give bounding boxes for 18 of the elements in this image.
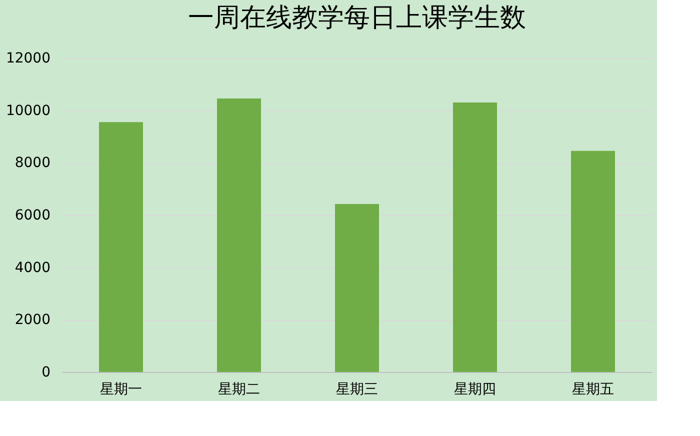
chart-title: 一周在线教学每日上课学生数 (188, 3, 526, 33)
y-tick-label: 12000 (6, 50, 50, 66)
y-tick-label: 10000 (6, 102, 50, 119)
bar (217, 98, 261, 372)
y-tick-label: 2000 (14, 312, 50, 328)
x-tick-label: 星期五 (572, 382, 614, 398)
bar (99, 122, 143, 372)
x-tick-label: 星期一 (100, 382, 142, 398)
y-tick-label: 0 (42, 364, 50, 380)
x-tick-label: 星期二 (218, 382, 260, 398)
bar (571, 150, 615, 372)
y-tick-label: 6000 (14, 208, 50, 224)
x-tick-label: 星期三 (336, 382, 378, 398)
y-tick-label: 4000 (14, 260, 50, 276)
x-tick-label: 星期四 (454, 382, 496, 398)
bar (335, 204, 379, 372)
bar (453, 102, 497, 372)
y-tick-label: 8000 (14, 155, 50, 172)
